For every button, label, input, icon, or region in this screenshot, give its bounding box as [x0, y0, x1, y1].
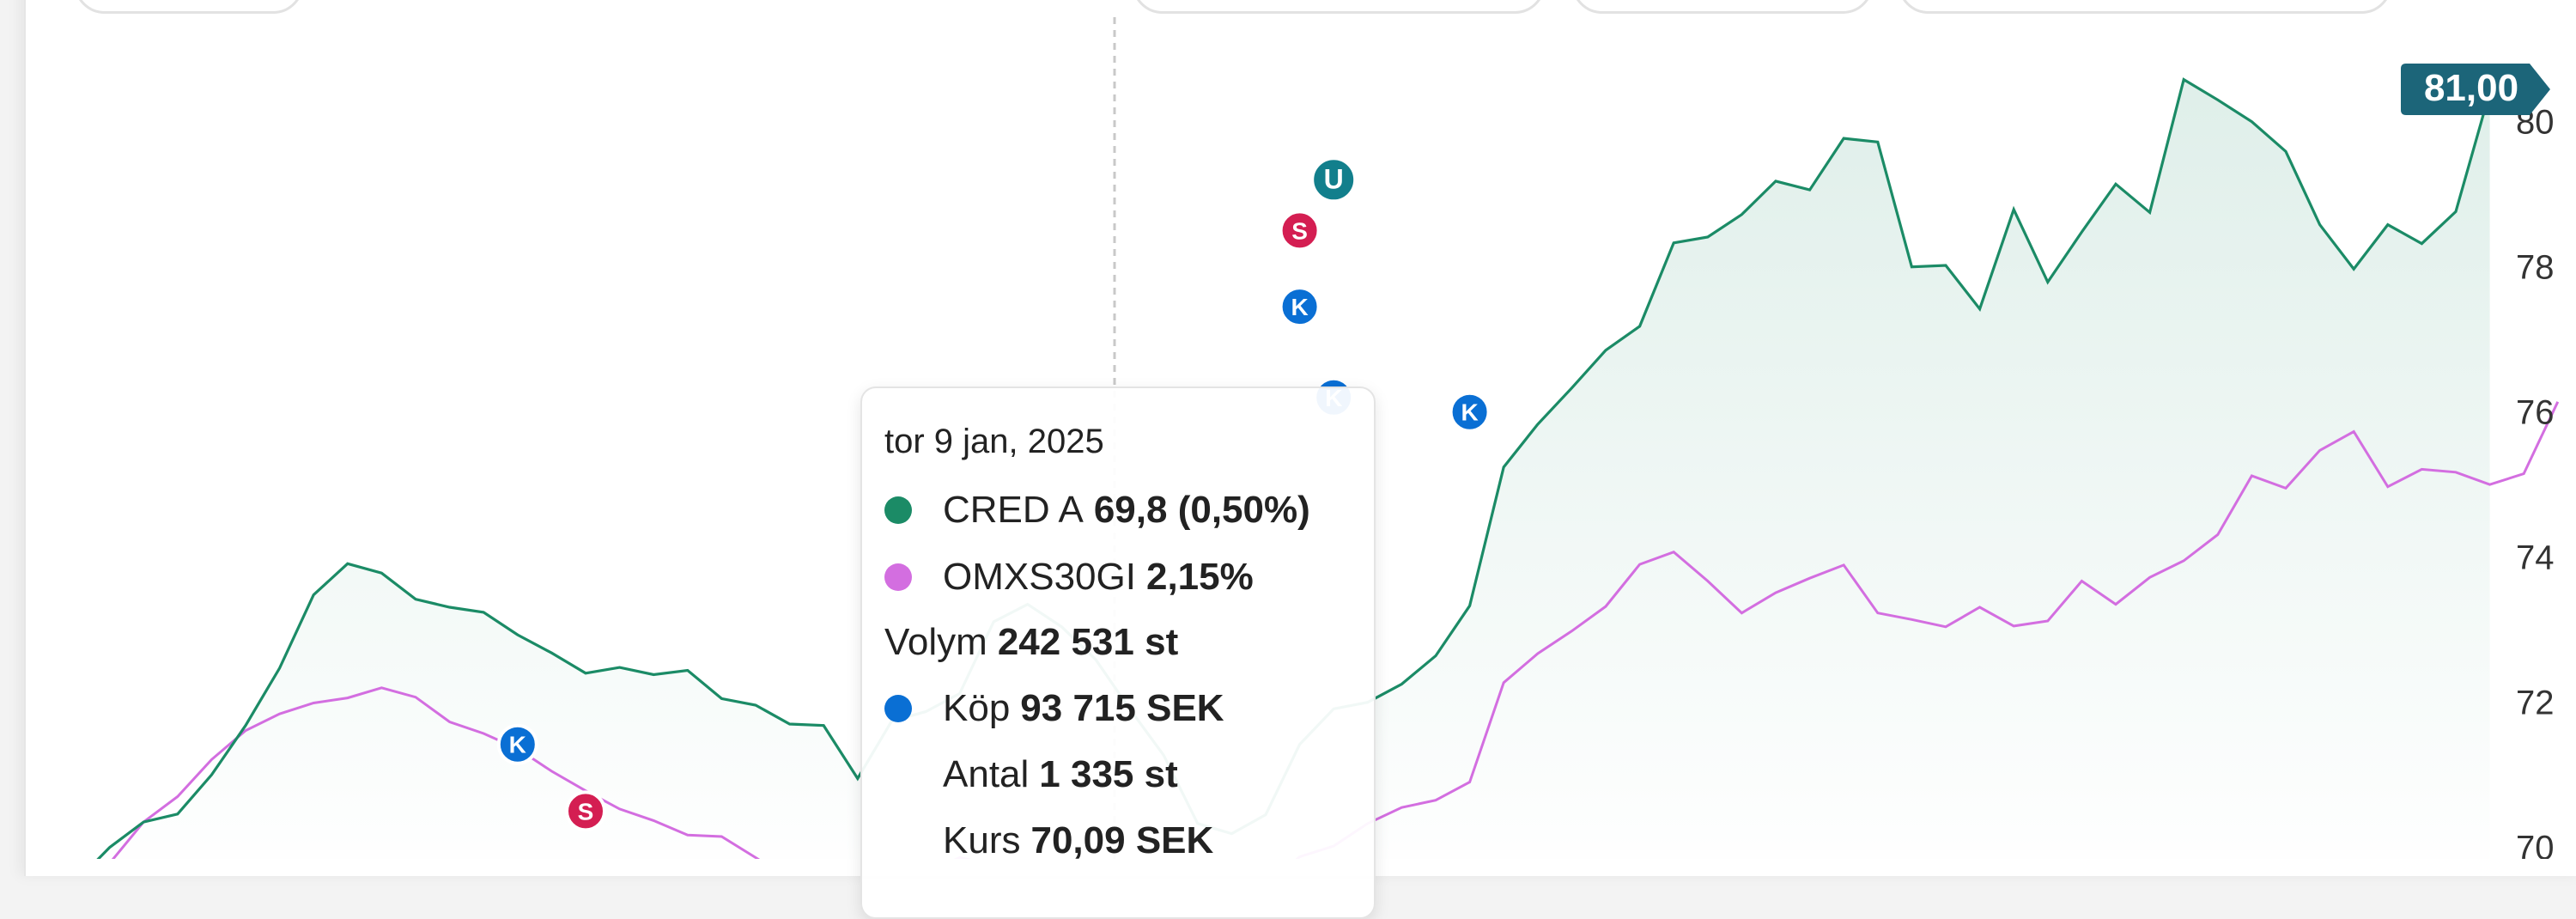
cred-legend-dot: [884, 496, 912, 524]
volume-value: 242 531 st: [997, 621, 1179, 663]
marker-label-1: S: [578, 798, 594, 825]
marker-sell-3[interactable]: S: [1279, 210, 1321, 252]
marker-buy-5[interactable]: K: [1279, 286, 1321, 328]
y-tick-label-3: 76: [2516, 394, 2555, 432]
marker-label-0: K: [509, 732, 526, 758]
tooltip-volume: Volym 242 531 st: [884, 617, 1178, 668]
marker-buy-7[interactable]: K: [1449, 391, 1491, 433]
cred-value: 69,8 (0,50%): [1093, 489, 1310, 531]
tooltip-date: tor 9 jan, 2025: [884, 423, 1104, 460]
y-tick-label-2: 74: [2516, 539, 2555, 577]
omx-name: OMXS30GI: [943, 556, 1136, 598]
tooltip-series-omx: OMXS30GI 2,15%: [884, 551, 1254, 603]
marker-sell-1[interactable]: S: [565, 790, 606, 832]
marker-label-3: S: [1291, 217, 1308, 244]
volume-label: Volym: [884, 621, 987, 663]
trade-label: Köp: [943, 687, 1011, 729]
marker-dividend-4[interactable]: U: [1310, 156, 1358, 204]
last-price-badge-shape: [2401, 64, 2550, 115]
quantity-label: Antal: [943, 753, 1030, 795]
tooltip-price: Kurs 70,09 SEK: [943, 815, 1213, 867]
last-price-badge: 81,00: [2401, 64, 2550, 115]
buy-legend-dot: [884, 695, 912, 722]
last-price-label: 81,00: [2424, 67, 2518, 109]
marker-label-5: K: [1291, 294, 1308, 320]
y-tick-label-1: 72: [2516, 685, 2555, 722]
series-cred-area: [76, 79, 2490, 859]
cred-name: CRED A: [943, 489, 1084, 531]
omx-value: 2,15%: [1145, 556, 1254, 598]
price-value: 70,09 SEK: [1030, 819, 1214, 861]
y-tick-label-0: 70: [2516, 830, 2555, 859]
tooltip-quantity: Antal 1 335 st: [943, 749, 1178, 800]
price-label: Kurs: [943, 819, 1021, 861]
trade-value: 93 715 SEK: [1020, 687, 1224, 729]
quantity-value: 1 335 st: [1039, 753, 1178, 795]
marker-label-7: K: [1461, 399, 1478, 426]
tooltip-trade: Köp 93 715 SEK: [884, 683, 1224, 734]
y-tick-label-4: 78: [2516, 249, 2555, 287]
tooltip-series-cred: CRED A 69,8 (0,50%): [884, 484, 1310, 536]
marker-buy-0[interactable]: K: [496, 723, 538, 765]
marker-label-4: U: [1324, 163, 1344, 194]
omx-legend-dot: [884, 563, 912, 591]
tooltip: tor 9 jan, 2025 CRED A 69,8 (0,50%) OMXS…: [860, 386, 1376, 919]
